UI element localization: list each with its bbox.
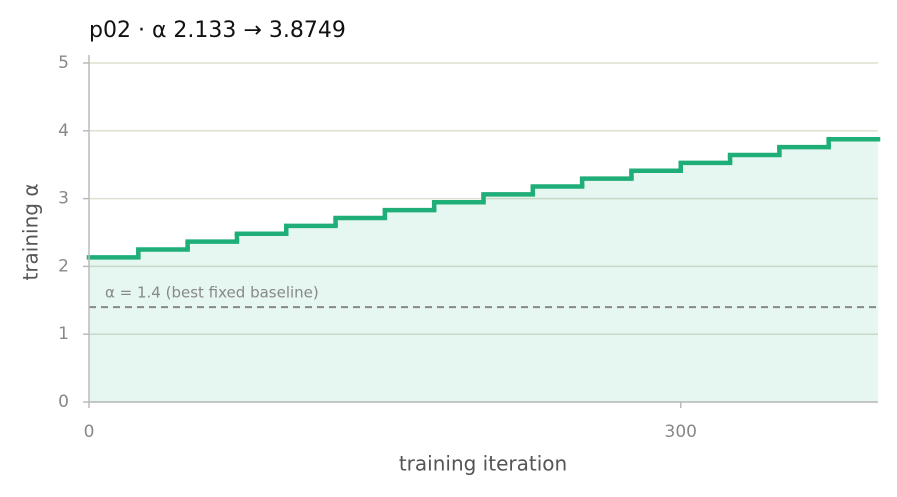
area-step	[434, 202, 484, 402]
area-step	[138, 249, 188, 402]
y-tick-label: 0	[58, 392, 69, 412]
area-step	[286, 225, 336, 402]
y-tick-label: 4	[58, 121, 69, 141]
area-step	[89, 257, 139, 402]
area-step	[335, 218, 385, 402]
area-step	[730, 155, 780, 402]
x-axis-label: training iteration	[399, 452, 567, 476]
area-step	[582, 178, 632, 402]
area-step	[187, 241, 237, 402]
area-step	[236, 233, 287, 402]
area-step	[631, 170, 681, 402]
y-axis-label: training α	[19, 183, 43, 280]
baseline-label: α = 1.4 (best fixed baseline)	[105, 284, 319, 302]
chart-title: p02 · α 2.133 → 3.8749	[89, 18, 346, 43]
area-step	[384, 210, 435, 402]
x-tick-label: 0	[84, 422, 95, 442]
x-tick-label: 300	[665, 422, 697, 442]
y-tick-label: 3	[58, 189, 69, 209]
area-step	[532, 186, 583, 402]
area-step	[779, 147, 829, 402]
area-step	[483, 194, 533, 402]
y-tick-label: 5	[58, 53, 69, 73]
y-tick-label: 2	[58, 256, 69, 276]
area-step	[680, 162, 731, 402]
y-tick-label: 1	[58, 324, 69, 344]
area-step	[828, 139, 878, 402]
